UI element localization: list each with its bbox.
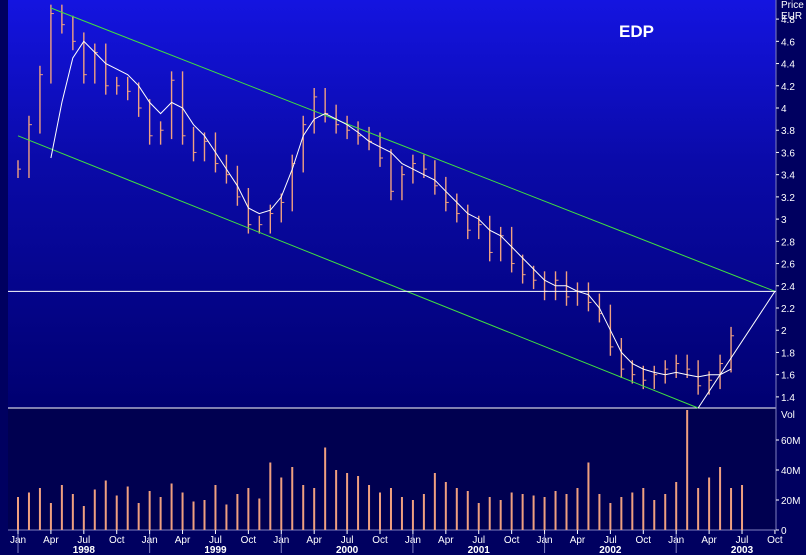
x-tick-label: Jul xyxy=(341,535,354,546)
volume-tick-label: 0 xyxy=(781,526,787,537)
price-tick-label: 1.8 xyxy=(781,348,795,359)
chart-title: EDP xyxy=(619,22,654,41)
x-tick-label: Jul xyxy=(209,535,222,546)
volume-tick-label: 20M xyxy=(781,496,800,507)
price-tick-label: 3 xyxy=(781,215,787,226)
price-tick-label: 3.6 xyxy=(781,148,795,159)
price-tick-label: 3.8 xyxy=(781,126,795,137)
price-tick-label: 1.6 xyxy=(781,371,795,382)
x-tick-label: Apr xyxy=(175,535,191,546)
price-tick-label: 4 xyxy=(781,104,787,115)
price-tick-label: 2 xyxy=(781,326,787,337)
trend-line xyxy=(697,291,776,409)
x-tick-label: Oct xyxy=(636,535,652,546)
x-tick-label: Jul xyxy=(472,535,485,546)
x-tick-label: Apr xyxy=(438,535,454,546)
moving-average-line xyxy=(50,40,732,378)
volume-axis-ticks: 60M 40M 20M 0 xyxy=(776,436,800,537)
volume-tick-label: 40M xyxy=(781,466,800,477)
price-tick-label: 2.8 xyxy=(781,237,795,248)
x-tick-label: Apr xyxy=(570,535,586,546)
x-tick-label: Oct xyxy=(504,535,520,546)
year-label: 1998 xyxy=(73,545,96,555)
price-panel xyxy=(8,0,776,408)
price-tick-label: 3.2 xyxy=(781,193,795,204)
x-tick-label: Jul xyxy=(77,535,90,546)
price-tick-label: 2.2 xyxy=(781,304,795,315)
volume-tick-label: 60M xyxy=(781,436,800,447)
price-axis-ticks: 4.8 4.6 4.4 4.2 4 3.8 3.6 3.4 3.2 3 2.8 2.6 2.4 2.2 2 1… xyxy=(776,15,795,404)
x-tick-label: Apr xyxy=(701,535,717,546)
price-tick-label: 3.4 xyxy=(781,171,795,182)
x-tick-label: Jul xyxy=(604,535,617,546)
channel-lower-line xyxy=(17,135,699,409)
year-label: 2003 xyxy=(731,545,754,555)
price-axis-unit: EUR xyxy=(781,11,802,22)
channel-upper-line xyxy=(50,7,776,292)
x-axis-ticks: Jan Apr Jul Oct Jan Apr Jul Oct Jan Apr Jul Oct Jan A… xyxy=(10,530,783,555)
x-tick-label: Jul xyxy=(736,535,749,546)
x-tick-label: Oct xyxy=(372,535,388,546)
x-tick-label: Oct xyxy=(241,535,257,546)
year-label: 2002 xyxy=(599,545,622,555)
price-tick-label: 2.6 xyxy=(781,260,795,271)
volume-axis-label: Vol xyxy=(781,410,795,421)
volume-panel xyxy=(8,408,776,530)
price-tick-label: 2.4 xyxy=(781,282,795,293)
price-axis-label: Price xyxy=(781,0,804,11)
price-tick-label: 4.2 xyxy=(781,82,795,93)
year-label: 2000 xyxy=(336,545,359,555)
x-tick-label: Oct xyxy=(109,535,125,546)
price-tick-label: 4.4 xyxy=(781,60,795,71)
price-tick-label: 4.6 xyxy=(781,37,795,48)
trend-lines xyxy=(8,7,776,409)
price-tick-label: 4.8 xyxy=(781,15,795,26)
x-tick-label: Apr xyxy=(306,535,322,546)
x-tick-label: Oct xyxy=(767,535,783,546)
year-label: 1999 xyxy=(204,545,227,555)
year-label: 2001 xyxy=(468,545,491,555)
price-tick-label: 1.4 xyxy=(781,393,795,404)
x-tick-label: Apr xyxy=(43,535,59,546)
volume-bars xyxy=(17,410,744,530)
